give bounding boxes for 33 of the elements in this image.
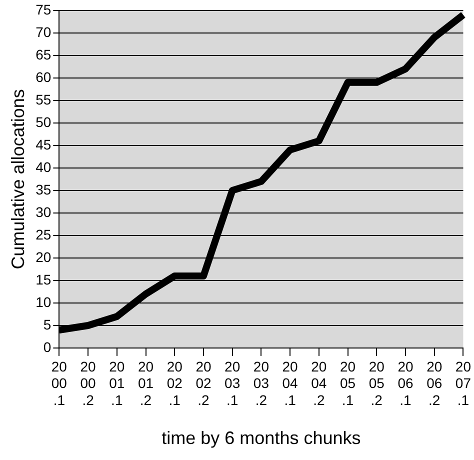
x-tick-label: 2000.1 — [51, 358, 68, 408]
x-tick-label: 2004.1 — [282, 358, 298, 408]
x-axis-title: time by 6 months chunks — [162, 428, 361, 448]
y-tick-label: 0 — [43, 338, 52, 355]
x-tick-label: 2003.1 — [224, 358, 240, 408]
x-tick-label: 2002.2 — [196, 358, 212, 408]
y-tick-label: 40 — [36, 158, 52, 175]
x-tick-label: 2005.2 — [368, 358, 385, 408]
y-tick-label: 5 — [43, 316, 52, 332]
y-tick-label: 30 — [36, 204, 52, 220]
x-tick-label: 2000.2 — [80, 358, 96, 408]
x-tick-label: 2002.1 — [166, 358, 183, 408]
y-tick-label: 65 — [36, 46, 52, 62]
x-tick-label: 2005.1 — [340, 358, 356, 408]
y-tick-label: 20 — [36, 248, 52, 265]
x-tick-label: 2006.1 — [398, 358, 414, 408]
x-tick-label: 2003.2 — [253, 358, 270, 408]
y-tick-label: 50 — [36, 114, 52, 130]
y-tick-label: 55 — [36, 91, 52, 108]
x-tick-label: 2007.1 — [455, 358, 472, 408]
y-tick-label: 70 — [36, 24, 52, 40]
y-tick-label: 10 — [36, 294, 52, 310]
y-tick-label: 35 — [36, 181, 52, 198]
y-tick-label: 25 — [36, 226, 52, 242]
x-tick-label: 2006.2 — [426, 358, 442, 408]
y-axis-title: Cumulative allocations — [8, 89, 28, 270]
y-tick-label: 15 — [36, 271, 52, 288]
x-tick-label: 2001.2 — [138, 358, 154, 408]
y-tick-label: 75 — [36, 1, 52, 18]
x-tick-label: 2001.1 — [109, 358, 125, 408]
y-tick-label: 45 — [36, 136, 52, 152]
x-tick-label: 2004.2 — [311, 358, 327, 408]
y-tick-label: 60 — [36, 68, 52, 85]
